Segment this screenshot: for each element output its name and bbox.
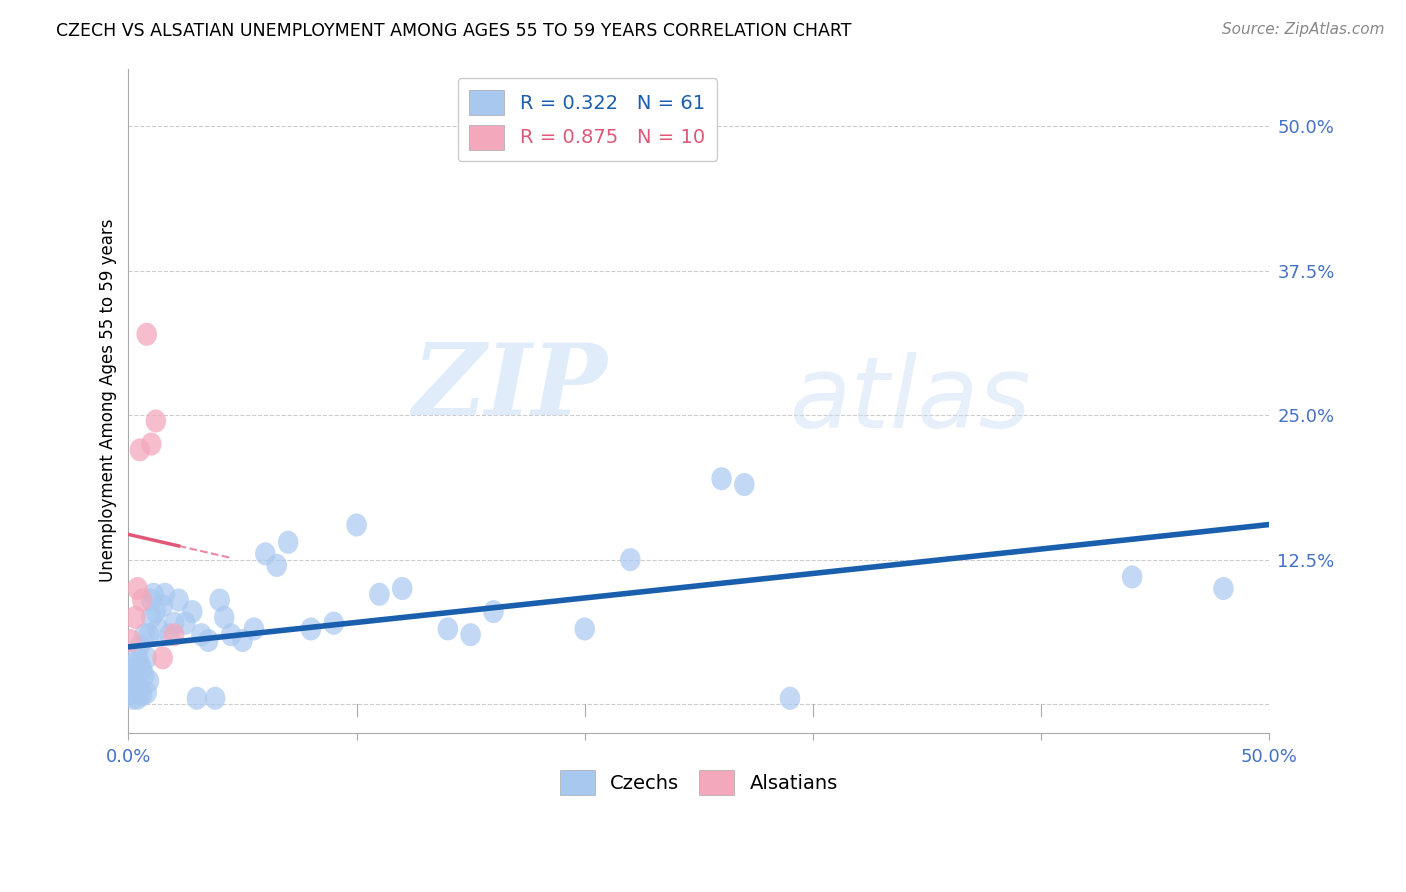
Ellipse shape xyxy=(121,629,141,652)
Ellipse shape xyxy=(132,657,152,681)
Ellipse shape xyxy=(169,589,188,612)
Ellipse shape xyxy=(187,687,207,710)
Ellipse shape xyxy=(152,647,173,669)
Ellipse shape xyxy=(221,624,242,647)
Ellipse shape xyxy=(122,687,143,710)
Ellipse shape xyxy=(734,473,755,496)
Ellipse shape xyxy=(125,652,146,675)
Ellipse shape xyxy=(711,467,733,491)
Ellipse shape xyxy=(165,612,184,635)
Ellipse shape xyxy=(146,600,166,624)
Ellipse shape xyxy=(141,433,162,456)
Ellipse shape xyxy=(1213,577,1233,600)
Ellipse shape xyxy=(209,589,231,612)
Ellipse shape xyxy=(139,624,159,647)
Ellipse shape xyxy=(159,624,180,647)
Ellipse shape xyxy=(129,679,150,702)
Ellipse shape xyxy=(165,624,184,647)
Ellipse shape xyxy=(129,438,150,461)
Ellipse shape xyxy=(243,617,264,640)
Ellipse shape xyxy=(146,409,166,433)
Ellipse shape xyxy=(136,681,157,704)
Ellipse shape xyxy=(128,647,148,669)
Ellipse shape xyxy=(125,606,146,629)
Ellipse shape xyxy=(191,624,212,647)
Ellipse shape xyxy=(1122,566,1143,589)
Text: Source: ZipAtlas.com: Source: ZipAtlas.com xyxy=(1222,22,1385,37)
Ellipse shape xyxy=(346,514,367,536)
Ellipse shape xyxy=(232,629,253,652)
Ellipse shape xyxy=(323,612,344,635)
Ellipse shape xyxy=(620,548,641,571)
Ellipse shape xyxy=(134,624,155,647)
Y-axis label: Unemployment Among Ages 55 to 59 years: Unemployment Among Ages 55 to 59 years xyxy=(100,219,117,582)
Text: ZIP: ZIP xyxy=(412,339,607,435)
Ellipse shape xyxy=(460,624,481,647)
Ellipse shape xyxy=(254,542,276,566)
Ellipse shape xyxy=(132,589,152,612)
Ellipse shape xyxy=(134,664,155,687)
Ellipse shape xyxy=(484,600,503,624)
Legend: Czechs, Alsatians: Czechs, Alsatians xyxy=(553,763,845,803)
Ellipse shape xyxy=(301,617,321,640)
Ellipse shape xyxy=(392,577,412,600)
Ellipse shape xyxy=(141,589,162,612)
Ellipse shape xyxy=(198,629,218,652)
Ellipse shape xyxy=(141,606,162,629)
Ellipse shape xyxy=(278,531,298,554)
Ellipse shape xyxy=(575,617,595,640)
Ellipse shape xyxy=(214,606,235,629)
Ellipse shape xyxy=(128,577,148,600)
Ellipse shape xyxy=(267,554,287,577)
Ellipse shape xyxy=(136,323,157,346)
Ellipse shape xyxy=(128,687,148,710)
Ellipse shape xyxy=(129,635,150,657)
Ellipse shape xyxy=(125,669,146,692)
Ellipse shape xyxy=(780,687,800,710)
Ellipse shape xyxy=(370,582,389,606)
Ellipse shape xyxy=(152,594,173,617)
Ellipse shape xyxy=(136,647,157,669)
Text: atlas: atlas xyxy=(790,352,1032,450)
Ellipse shape xyxy=(121,657,141,681)
Ellipse shape xyxy=(125,681,146,704)
Ellipse shape xyxy=(155,582,176,606)
Ellipse shape xyxy=(122,664,143,687)
Ellipse shape xyxy=(139,669,159,692)
Ellipse shape xyxy=(205,687,225,710)
Text: CZECH VS ALSATIAN UNEMPLOYMENT AMONG AGES 55 TO 59 YEARS CORRELATION CHART: CZECH VS ALSATIAN UNEMPLOYMENT AMONG AGE… xyxy=(56,22,852,40)
Ellipse shape xyxy=(121,669,141,692)
Ellipse shape xyxy=(148,617,169,640)
Ellipse shape xyxy=(128,675,148,698)
Ellipse shape xyxy=(183,600,202,624)
Ellipse shape xyxy=(176,612,195,635)
Ellipse shape xyxy=(122,681,143,704)
Ellipse shape xyxy=(132,683,152,706)
Ellipse shape xyxy=(143,582,165,606)
Ellipse shape xyxy=(129,652,150,675)
Ellipse shape xyxy=(437,617,458,640)
